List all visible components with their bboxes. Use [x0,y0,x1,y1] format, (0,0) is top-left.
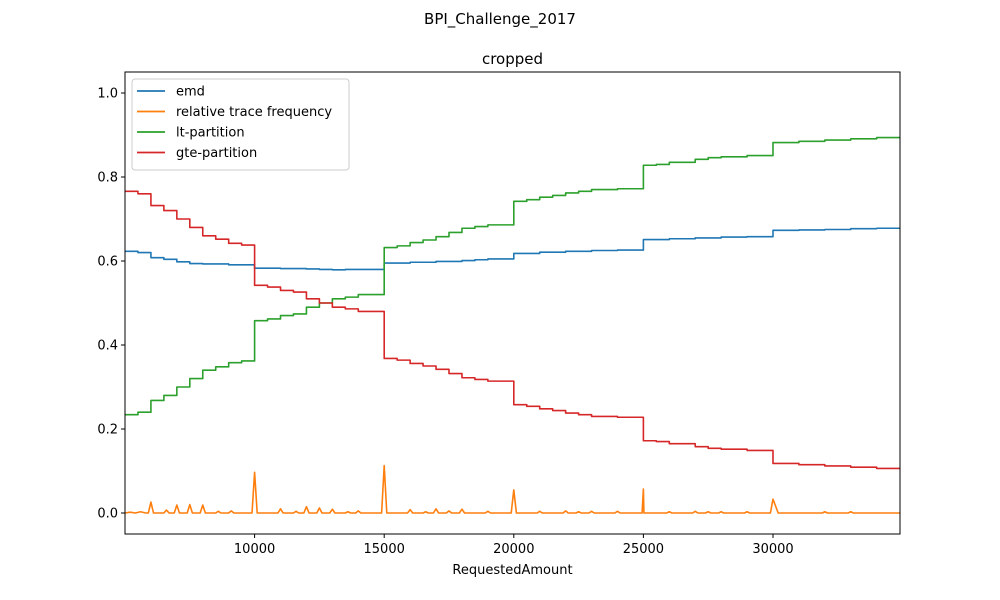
legend: emd relative trace frequency lt-partition g… [131,78,350,171]
series-line-2 [125,136,900,416]
plot-area [125,136,900,514]
x-tick-label: 15000 [364,542,405,557]
y-tick-label: 0.0 [97,507,118,522]
y-tick-label: 0.6 [97,255,118,270]
chart-title: cropped [482,50,543,68]
x-tick-label: 20000 [493,542,534,557]
x-axis-label: RequestedAmount [452,563,572,578]
figure-suptitle: BPI_Challenge_2017 [424,10,576,29]
y-tick-label: 0.2 [97,423,118,438]
y-tick-label: 1.0 [97,87,118,102]
series-line-3 [125,190,900,470]
legend-label: relative trace frequency [176,105,332,120]
legend-label: emd [176,85,205,100]
series-line-1 [125,464,900,514]
x-tick-label: 25000 [623,542,664,557]
legend-box [131,78,350,171]
x-axis: 10000 15000 20000 25000 30000 [234,534,794,557]
y-tick-label: 0.4 [97,339,118,354]
legend-label: lt-partition [176,126,245,141]
x-tick-label: 10000 [234,542,275,557]
y-tick-label: 0.8 [97,171,118,186]
x-tick-label: 30000 [752,542,793,557]
legend-label: gte-partition [176,146,257,161]
plot-frame [124,71,901,535]
y-axis: 0.0 0.2 0.4 0.6 0.8 1.0 [97,87,125,522]
series-line-0 [125,227,900,271]
